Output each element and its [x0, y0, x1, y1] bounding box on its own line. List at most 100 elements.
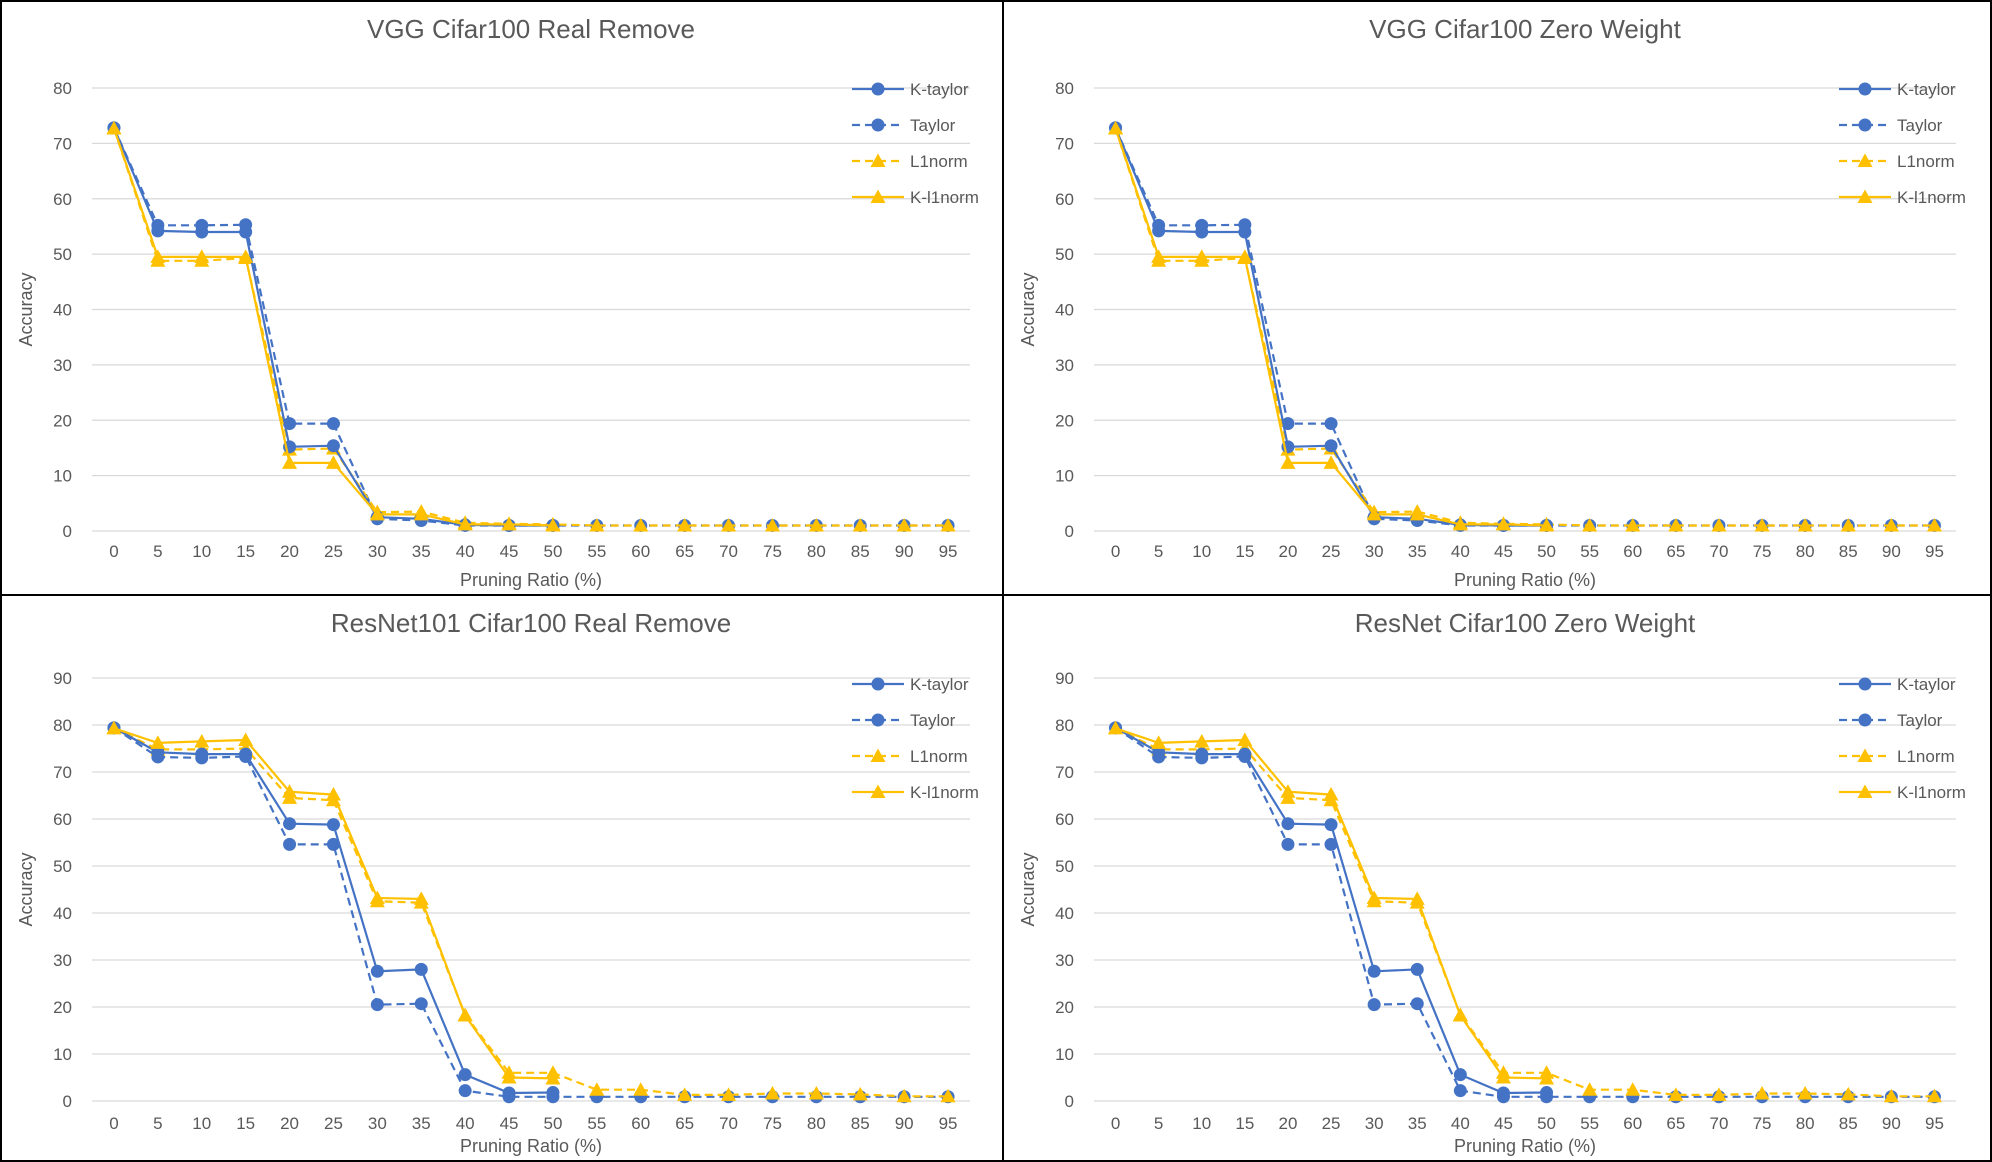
- series-k-taylor: [107, 721, 560, 1100]
- legend-label: K-taylor: [910, 80, 969, 99]
- legend: K-taylor Taylor L1norm K-l1norm: [1839, 675, 1966, 802]
- x-tick-label: 25: [1322, 1114, 1341, 1133]
- x-tick-label: 40: [1451, 1114, 1470, 1133]
- legend-marker: [871, 82, 885, 96]
- data-point-l1norm: [1582, 1082, 1598, 1096]
- x-axis-label: Pruning Ratio (%): [1454, 1136, 1596, 1156]
- x-tick-label: 50: [543, 1114, 562, 1133]
- x-tick-label: 55: [587, 1114, 606, 1133]
- legend-marker: [1858, 713, 1872, 727]
- x-axis-label: Pruning Ratio (%): [1454, 570, 1596, 590]
- data-point-k-l1norm: [106, 720, 122, 735]
- series-l1norm: [106, 120, 956, 532]
- x-tick-label: 60: [631, 542, 650, 561]
- legend-label: L1norm: [1897, 747, 1955, 766]
- x-tick-label: 70: [1709, 1114, 1728, 1133]
- data-point-k-taylor: [546, 1086, 560, 1100]
- y-tick-label: 0: [63, 1092, 72, 1111]
- data-point-k-l1norm: [1409, 506, 1425, 521]
- y-tick-label: 10: [53, 1045, 72, 1064]
- legend-item-taylor: Taylor: [1839, 116, 1943, 135]
- data-point-k-l1norm: [1280, 784, 1296, 798]
- chart-title: ResNet Cifar100 Zero Weight: [1355, 608, 1696, 638]
- x-tick-label: 95: [1925, 1114, 1944, 1133]
- data-point-taylor: [326, 417, 340, 431]
- x-tick-label: 30: [368, 1114, 387, 1133]
- chart-title: ResNet101 Cifar100 Real Remove: [331, 608, 731, 638]
- series-l1norm: [1108, 720, 1942, 1103]
- y-tick-label: 20: [1055, 411, 1074, 430]
- series-k-l1norm: [106, 720, 561, 1085]
- data-point-k-l1norm: [501, 1070, 517, 1084]
- data-point-k-l1norm: [545, 517, 561, 532]
- data-point-k-l1norm: [282, 455, 298, 469]
- y-tick-label: 20: [1055, 998, 1074, 1017]
- data-point-k-taylor: [1540, 1086, 1554, 1100]
- x-tick-label: 5: [153, 1114, 162, 1133]
- x-tick-label: 75: [763, 1114, 782, 1133]
- legend: K-taylor Taylor L1norm K-l1norm: [1839, 80, 1966, 207]
- data-point-k-taylor: [326, 818, 340, 832]
- data-point-k-taylor: [1238, 225, 1252, 239]
- series-k-l1norm: [1108, 720, 1555, 1085]
- y-tick-label: 40: [1055, 904, 1074, 923]
- series-line-l1norm: [1115, 727, 1935, 1098]
- series-k-taylor: [1109, 121, 1554, 532]
- series-line-l1norm: [112, 128, 948, 527]
- data-point-l1norm: [677, 517, 693, 532]
- x-tick-label: 15: [236, 542, 255, 561]
- x-tick-label: 20: [1278, 1114, 1297, 1133]
- legend-label: Taylor: [1897, 116, 1943, 135]
- data-point-l1norm: [1625, 517, 1641, 532]
- data-point-k-l1norm: [369, 506, 385, 521]
- data-point-taylor: [1453, 1084, 1467, 1098]
- y-tick-label: 70: [53, 134, 72, 153]
- x-tick-label: 65: [675, 542, 694, 561]
- data-point-l1norm: [1797, 1085, 1813, 1100]
- legend-item-k-l1norm: K-l1norm: [1839, 188, 1966, 207]
- x-tick-label: 45: [1494, 542, 1513, 561]
- x-tick-label: 65: [675, 1114, 694, 1133]
- x-tick-label: 50: [543, 542, 562, 561]
- data-point-l1norm: [1883, 517, 1899, 532]
- data-point-l1norm: [764, 517, 780, 532]
- data-point-k-taylor: [195, 225, 209, 239]
- x-tick-label: 0: [109, 542, 118, 561]
- x-tick-label: 65: [1666, 542, 1685, 561]
- x-tick-label: 90: [1882, 1114, 1901, 1133]
- data-point-k-taylor: [502, 1086, 516, 1100]
- legend-marker: [870, 153, 886, 167]
- legend-marker: [1857, 748, 1873, 762]
- x-tick-label: 5: [1154, 542, 1163, 561]
- series-taylor: [1109, 121, 1941, 532]
- x-tick-label: 95: [1925, 542, 1944, 561]
- chart-title: VGG Cifar100 Zero Weight: [1369, 14, 1681, 44]
- x-tick-label: 80: [1796, 542, 1815, 561]
- series-l1norm: [106, 720, 956, 1103]
- y-tick-label: 0: [1065, 1092, 1074, 1111]
- legend-marker: [871, 677, 885, 691]
- data-point-k-l1norm: [150, 249, 166, 263]
- y-tick-label: 60: [1055, 810, 1074, 829]
- series-line-taylor: [112, 127, 948, 527]
- x-tick-label: 20: [280, 542, 299, 561]
- data-point-k-l1norm: [457, 516, 473, 531]
- legend-marker: [1858, 118, 1872, 132]
- y-tick-label: 0: [1065, 522, 1074, 541]
- x-tick-label: 80: [1796, 1114, 1815, 1133]
- data-point-k-l1norm: [1280, 455, 1296, 469]
- data-point-taylor: [326, 837, 340, 851]
- data-point-k-taylor: [151, 224, 165, 238]
- y-tick-label: 40: [53, 301, 72, 320]
- x-tick-label: 25: [324, 1114, 343, 1133]
- y-tick-label: 30: [53, 951, 72, 970]
- data-point-k-l1norm: [457, 1007, 473, 1022]
- data-point-k-taylor: [414, 962, 428, 976]
- x-tick-label: 95: [939, 1114, 958, 1133]
- data-point-k-l1norm: [325, 787, 341, 801]
- data-point-k-l1norm: [150, 735, 166, 749]
- x-tick-label: 15: [236, 1114, 255, 1133]
- legend-item-l1norm: L1norm: [1839, 747, 1955, 766]
- data-point-l1norm: [589, 1082, 605, 1096]
- x-tick-label: 85: [1839, 542, 1858, 561]
